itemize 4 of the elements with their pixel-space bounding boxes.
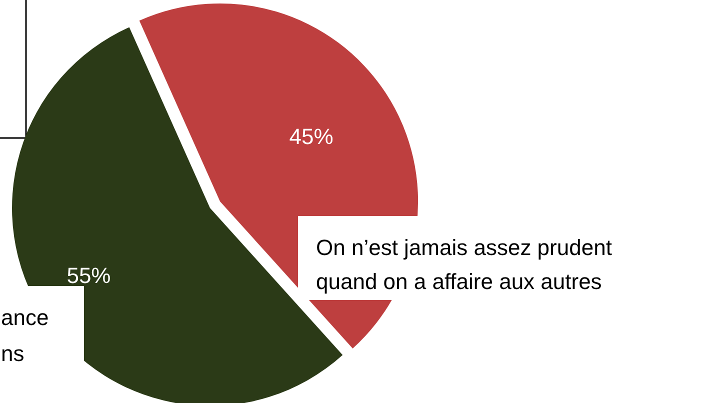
data-label: 45% xyxy=(289,124,334,149)
slice-label: ance ns xyxy=(1,305,49,366)
slice-label: On n’est jamais assez prudent quand on a affaire aux autres xyxy=(316,235,612,294)
data-label: 55% xyxy=(66,263,111,288)
